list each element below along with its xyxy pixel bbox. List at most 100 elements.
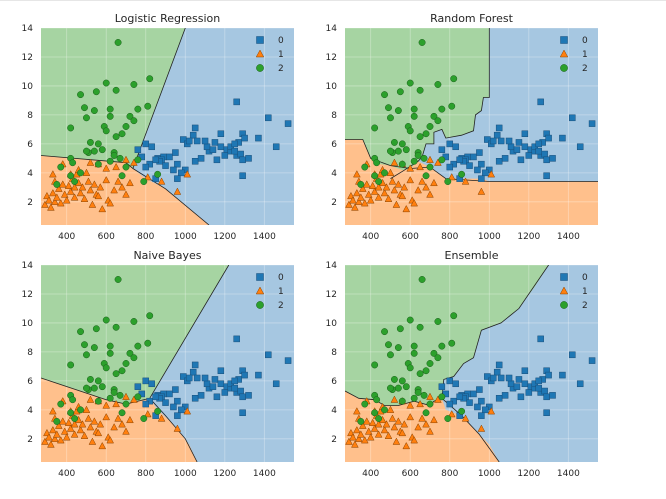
point-class-2 [146,312,154,320]
point-class-2 [416,86,424,94]
point-class-2 [106,157,114,165]
point-class-1 [426,190,434,198]
chart-title: Logistic Regression [115,12,221,25]
point-class-1 [76,425,85,434]
y-tick-label: 10 [326,82,338,92]
point-class-1 [349,433,357,441]
point-class-2 [381,406,388,414]
point-class-0 [191,158,199,165]
y-tick-label: 4 [331,169,337,179]
point-class-2 [422,367,430,375]
point-class-1 [98,204,107,213]
legend-marker-2 [560,301,568,309]
point-class-1 [86,423,95,431]
point-class-1 [96,420,105,428]
point-class-0 [174,160,181,168]
point-class-1 [353,170,361,178]
point-class-1 [98,441,107,450]
point-class-1 [88,200,97,208]
point-class-1 [374,193,383,201]
point-class-0 [478,160,485,168]
point-class-1 [76,188,85,197]
point-class-1 [96,183,105,191]
y-tick-label: 14 [326,24,338,34]
point-class-2 [102,127,110,135]
point-class-0 [525,152,533,159]
point-class-1 [402,204,411,213]
point-class-1 [54,421,63,429]
legend-marker-0 [560,36,568,44]
point-class-1 [356,430,365,438]
point-class-0 [209,383,217,390]
point-class-1 [173,424,182,432]
point-class-2 [371,124,379,132]
point-class-0 [174,175,181,182]
point-class-1 [80,431,89,439]
point-class-0 [495,361,503,369]
point-class-2 [375,178,383,185]
decision-boundary [149,398,198,462]
y-tick-label: 8 [27,111,33,121]
point-class-0 [231,147,238,155]
point-class-1 [112,399,120,408]
point-class-0 [549,155,556,162]
point-class-2 [57,400,65,408]
region-class-2 [41,28,186,169]
point-class-2 [118,409,126,417]
point-class-0 [162,162,169,169]
point-class-2 [438,105,446,113]
point-class-1 [353,407,361,415]
point-class-0 [193,374,201,382]
point-class-1 [384,194,393,202]
point-class-1 [355,434,363,442]
point-class-2 [116,154,124,162]
point-class-0 [545,371,552,379]
x-tick-label: 600 [402,232,419,242]
point-class-1 [122,190,130,198]
point-class-1 [461,414,470,422]
point-class-0 [452,143,459,151]
x-tick-label: 1200 [517,469,540,479]
point-class-0 [588,120,596,127]
point-class-0 [217,130,225,137]
y-tick-label: 2 [27,198,33,208]
plot-area [345,265,598,462]
point-class-2 [381,91,388,99]
point-class-0 [239,172,246,179]
point-class-1 [86,158,95,166]
point-class-0 [515,139,523,146]
point-class-1 [400,420,409,428]
point-class-0 [265,114,272,122]
point-class-2 [110,389,118,396]
point-class-2 [67,172,75,180]
point-class-2 [398,140,406,148]
point-class-0 [148,380,155,388]
point-class-2 [381,169,388,177]
point-class-1 [374,430,383,438]
y-tick-label: 8 [331,111,337,121]
legend-label: 1 [278,287,284,297]
point-class-2 [112,370,120,378]
point-class-1 [390,158,399,166]
point-class-2 [130,81,138,88]
point-class-0 [446,377,454,385]
x-tick-label: 1200 [213,469,236,479]
point-class-0 [221,389,229,396]
point-class-1 [64,181,73,189]
point-class-1 [110,186,118,194]
x-tick-label: 800 [441,232,458,242]
point-class-2 [116,391,124,399]
point-class-0 [559,134,566,142]
point-class-1 [406,175,415,184]
point-class-0 [245,392,252,399]
point-class-0 [543,393,550,401]
point-class-0 [517,156,525,164]
point-class-0 [438,146,446,153]
point-class-0 [515,376,523,383]
point-class-2 [144,339,152,347]
point-class-0 [478,175,485,182]
point-class-1 [114,177,122,185]
point-class-0 [231,140,238,148]
point-class-2 [426,400,434,408]
